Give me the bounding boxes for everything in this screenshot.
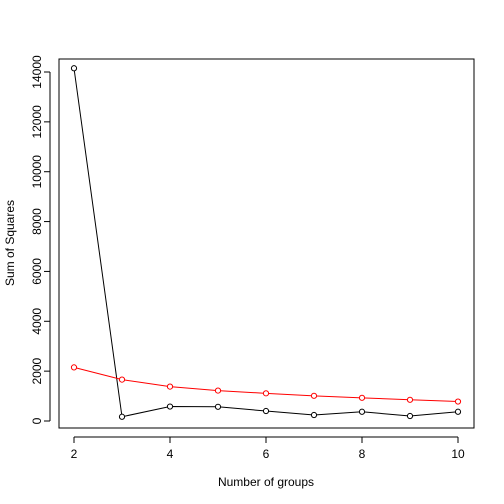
- y-tick-label: 14000: [30, 55, 44, 89]
- series-layer: [70, 65, 462, 420]
- data-point: [214, 387, 222, 394]
- data-point: [358, 408, 366, 415]
- x-axis-title: Number of groups: [218, 475, 314, 489]
- data-point: [262, 407, 270, 415]
- y-axis-title: Sum of Squares: [3, 200, 17, 286]
- x-tick-label: 4: [167, 447, 174, 461]
- y-tick-label: 12000: [30, 105, 44, 139]
- series-line: [73, 68, 459, 418]
- y-tick-label: 8000: [30, 208, 44, 235]
- y-tick-label: 10000: [30, 155, 44, 189]
- y-tick-label: 0: [30, 417, 44, 424]
- x-axis: 2 4 6 8 10: [71, 436, 465, 461]
- x-tick-label: 8: [359, 447, 366, 461]
- data-point: [118, 376, 126, 383]
- data-point: [166, 383, 174, 390]
- series-line: [73, 366, 459, 403]
- data-point: [262, 390, 270, 397]
- data-point: [214, 403, 222, 410]
- data-point: [70, 65, 78, 72]
- x-tick-label: 2: [71, 447, 78, 461]
- series-1: [70, 65, 462, 420]
- data-point: [310, 392, 318, 399]
- plot-box: [58, 58, 475, 429]
- data-point: [406, 396, 414, 403]
- y-axis: 0 2000 4000 6000 8000 10000 12000 14000: [30, 55, 51, 424]
- data-point: [406, 412, 414, 420]
- data-point: [118, 413, 126, 420]
- data-point: [454, 408, 462, 415]
- data-point: [454, 398, 462, 405]
- y-tick-label: 2000: [30, 357, 44, 384]
- data-point: [166, 403, 174, 410]
- data-point: [70, 364, 78, 371]
- data-point: [358, 394, 366, 401]
- y-tick-label: 4000: [30, 308, 44, 335]
- data-point: [310, 411, 318, 419]
- x-tick-label: 6: [263, 447, 270, 461]
- x-tick-label: 10: [451, 447, 465, 461]
- series-2: [70, 364, 462, 405]
- y-tick-label: 6000: [30, 258, 44, 285]
